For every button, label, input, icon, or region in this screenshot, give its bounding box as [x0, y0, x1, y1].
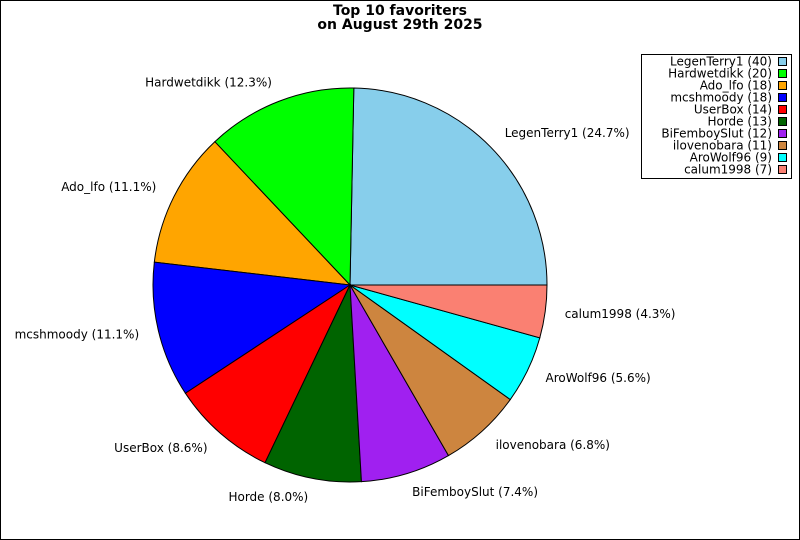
legend-label: Ado_lfo (18): [700, 79, 772, 93]
slice-label: Ado_lfo (11.1%): [61, 180, 156, 194]
slice-label: Hardwetdikk (12.3%): [145, 75, 272, 89]
legend-swatch: [778, 93, 787, 102]
legend-swatch: [778, 81, 787, 90]
legend-label: BiFemboySlut (12): [661, 127, 772, 141]
chart-title: Top 10 favoriters: [333, 3, 467, 19]
slice-label: LegenTerry1 (24.7%): [505, 126, 630, 140]
legend-swatch: [778, 105, 787, 114]
slice-label: UserBox (8.6%): [114, 441, 207, 455]
legend-swatch: [778, 165, 787, 174]
legend-label: Hardwetdikk (20): [668, 67, 772, 81]
legend-swatch: [778, 153, 787, 162]
legend-swatch: [778, 117, 787, 126]
pie-slice: [214, 87, 355, 287]
legend-swatch: [778, 57, 787, 66]
legend-label: mcshmoody (18): [670, 91, 772, 105]
slice-label: Horde (8.0%): [228, 490, 308, 504]
slice-label: mcshmoody (11.1%): [15, 327, 140, 341]
legend-swatch: [778, 69, 787, 78]
legend-label: calum1998 (7): [684, 163, 772, 177]
legend-label: Horde (13): [707, 115, 772, 129]
legend-label: LegenTerry1 (40): [670, 55, 772, 69]
pie-slice: [264, 284, 362, 483]
legend-label: AroWolf96 (9): [690, 151, 772, 165]
legend-swatch: [778, 141, 787, 150]
slice-label: BiFemboySlut (7.4%): [412, 485, 538, 499]
pie-slice: [349, 284, 548, 339]
chart-subtitle: on August 29th 2025: [317, 17, 482, 33]
legend-box: [641, 54, 792, 179]
legend-swatch: [778, 129, 787, 138]
pie-slice: [153, 141, 352, 286]
pie-slice: [184, 283, 352, 464]
slice-label: calum1998 (4.3%): [565, 307, 676, 321]
legend-label: UserBox (14): [694, 103, 772, 117]
pie-slice: [152, 261, 352, 394]
pie-slice: [349, 87, 548, 286]
legend-label: ilovenobara (11): [673, 139, 772, 153]
slice-label: AroWolf96 (5.6%): [545, 371, 650, 385]
slice-label: ilovenobara (6.8%): [496, 438, 610, 452]
